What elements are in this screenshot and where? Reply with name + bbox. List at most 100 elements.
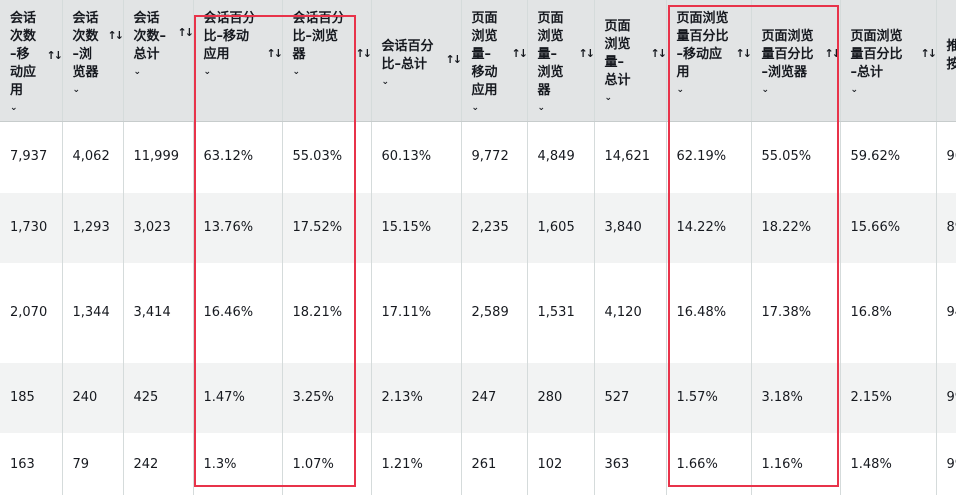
table-cell: 1.21% (371, 433, 462, 495)
chevron-down-icon[interactable]: ⌄ (850, 85, 859, 95)
table-cell: 4,120 (594, 263, 667, 363)
table-cell: 1.57% (666, 363, 752, 433)
sort-icon[interactable]: ↑↓ (824, 47, 841, 60)
table-cell: 1,531 (527, 263, 595, 363)
table-cell: 242 (123, 433, 194, 495)
table-cell: 89 (936, 193, 956, 263)
table-cell: 1.3% (193, 433, 283, 495)
column-header-push-truncated[interactable]: 推 按 (936, 0, 956, 122)
table-cell: 16.48% (666, 263, 752, 363)
table-cell: 14,621 (594, 121, 667, 193)
column-header-label: 会话 次数 –浏 览器 (72, 11, 99, 80)
chevron-down-icon[interactable]: ⌄ (761, 85, 770, 95)
sort-icon[interactable]: ↑↓ (920, 47, 937, 60)
table-cell: 102 (527, 433, 595, 495)
table-cell: 99 (936, 363, 956, 433)
column-header-label: 页面 浏览 量– 总计 (604, 19, 631, 88)
column-header-pageviews-mobile[interactable]: 页面 浏览 量– 移动 应用 ⌄ ↑↓ (461, 0, 528, 122)
table-cell: 1.66% (666, 433, 752, 495)
chevron-down-icon[interactable]: ⌄ (381, 77, 390, 87)
chevron-down-icon[interactable]: ⌄ (676, 85, 685, 95)
chevron-down-icon[interactable]: ⌄ (292, 67, 301, 77)
table-cell: 363 (594, 433, 667, 495)
table-cell: 17.52% (282, 193, 372, 263)
table-row: 1,730 1,293 3,023 13.76% 17.52% 15.15% 2… (0, 193, 956, 263)
sort-icon[interactable]: ↑↓ (445, 53, 462, 66)
table-cell: 63.12% (193, 121, 283, 193)
sort-icon[interactable]: ↑↓ (177, 26, 194, 39)
chevron-down-icon[interactable]: ⌄ (537, 103, 546, 113)
column-header-sessions-total[interactable]: 会话 次数– 总计 ⌄ ↑↓ (123, 0, 194, 122)
table-row: 7,937 4,062 11,999 63.12% 55.03% 60.13% … (0, 121, 956, 193)
table-cell: 15.15% (371, 193, 462, 263)
table-cell: 55.03% (282, 121, 372, 193)
column-header-pageview-pct-mobile[interactable]: 页面浏览 量百分比 –移动应 用 ⌄ ↑↓ (666, 0, 752, 122)
table-cell: 18.21% (282, 263, 372, 363)
table-cell: 55.05% (751, 121, 841, 193)
table-cell: 59.62% (840, 121, 937, 193)
chevron-down-icon[interactable]: ⌄ (471, 103, 480, 113)
column-header-label: 页面浏览 量百分比 –总计 (850, 29, 903, 80)
table-cell: 1.16% (751, 433, 841, 495)
table-cell: 11,999 (123, 121, 194, 193)
table-cell: 3,840 (594, 193, 667, 263)
sort-icon[interactable]: ↑↓ (46, 49, 63, 62)
sort-icon[interactable]: ↑↓ (650, 47, 667, 60)
table-cell: 3,414 (123, 263, 194, 363)
column-header-sessions-browser[interactable]: 会话 次数 –浏 览器 ⌄ ↑↓ (62, 0, 124, 122)
column-header-pageview-pct-total[interactable]: 页面浏览 量百分比 –总计 ⌄ ↑↓ (840, 0, 937, 122)
table-cell: 1.48% (840, 433, 937, 495)
column-header-pageview-pct-browser[interactable]: 页面浏览 量百分比 –浏览器 ⌄ ↑↓ (751, 0, 841, 122)
table-cell: 13.76% (193, 193, 283, 263)
table-cell: 96 (936, 121, 956, 193)
column-header-label: 页面浏览 量百分比 –移动应 用 (676, 11, 729, 80)
table-cell: 4,849 (527, 121, 595, 193)
table-row: 185 240 425 1.47% 3.25% 2.13% 247 280 52… (0, 363, 956, 433)
column-header-session-pct-total[interactable]: 会话百分 比–总计 ⌄ ↑↓ (371, 0, 462, 122)
table-cell: 15.66% (840, 193, 937, 263)
table-cell: 1,730 (0, 193, 63, 263)
column-header-label: 页面 浏览 量– 浏览 器 (537, 11, 564, 98)
table-cell: 16.8% (840, 263, 937, 363)
chevron-down-icon[interactable]: ⌄ (10, 103, 18, 113)
table-cell: 17.38% (751, 263, 841, 363)
table-cell: 62.19% (666, 121, 752, 193)
sort-icon[interactable]: ↑↓ (511, 47, 528, 60)
sort-icon[interactable]: ↑↓ (107, 29, 124, 42)
chevron-down-icon[interactable]: ⌄ (72, 85, 81, 95)
chevron-down-icon[interactable]: ⌄ (203, 67, 212, 77)
table-cell: 240 (62, 363, 124, 433)
table-cell: 2.15% (840, 363, 937, 433)
sort-icon[interactable]: ↑↓ (355, 47, 372, 60)
chevron-down-icon[interactable]: ⌄ (604, 93, 613, 103)
column-header-session-pct-mobile[interactable]: 会话百分 比–移动 应用 ⌄ ↑↓ (193, 0, 283, 122)
table-cell: 2,070 (0, 263, 63, 363)
table-cell: 261 (461, 433, 528, 495)
column-header-pageviews-total[interactable]: 页面 浏览 量– 总计 ⌄ ↑↓ (594, 0, 667, 122)
table-cell: 3,023 (123, 193, 194, 263)
column-header-label: 会话 次数– 总计 (133, 11, 167, 62)
table-cell: 1.47% (193, 363, 283, 433)
column-header-label: 会话百分 比–浏览 器 (292, 11, 345, 62)
table-cell: 163 (0, 433, 63, 495)
column-header-session-pct-browser[interactable]: 会话百分 比–浏览 器 ⌄ ↑↓ (282, 0, 372, 122)
table-cell: 17.11% (371, 263, 462, 363)
sort-icon[interactable]: ↑↓ (266, 47, 283, 60)
column-header-sessions-mobile[interactable]: 会话 次数 –移 动应 用 ⌄ ↑↓ (0, 0, 63, 122)
table-cell: 1,605 (527, 193, 595, 263)
table-cell: 280 (527, 363, 595, 433)
table-cell: 18.22% (751, 193, 841, 263)
table-cell: 3.25% (282, 363, 372, 433)
sort-icon[interactable]: ↑↓ (735, 47, 752, 60)
table-cell: 247 (461, 363, 528, 433)
table-cell: 79 (62, 433, 124, 495)
table-cell: 99 (936, 433, 956, 495)
column-header-pageviews-browser[interactable]: 页面 浏览 量– 浏览 器 ⌄ ↑↓ (527, 0, 595, 122)
chevron-down-icon[interactable]: ⌄ (133, 67, 142, 77)
column-header-label: 会话百分 比–移动 应用 (203, 11, 256, 62)
table-cell: 1,344 (62, 263, 124, 363)
table-row: 2,070 1,344 3,414 16.46% 18.21% 17.11% 2… (0, 263, 956, 363)
sort-icon[interactable]: ↑↓ (578, 47, 595, 60)
